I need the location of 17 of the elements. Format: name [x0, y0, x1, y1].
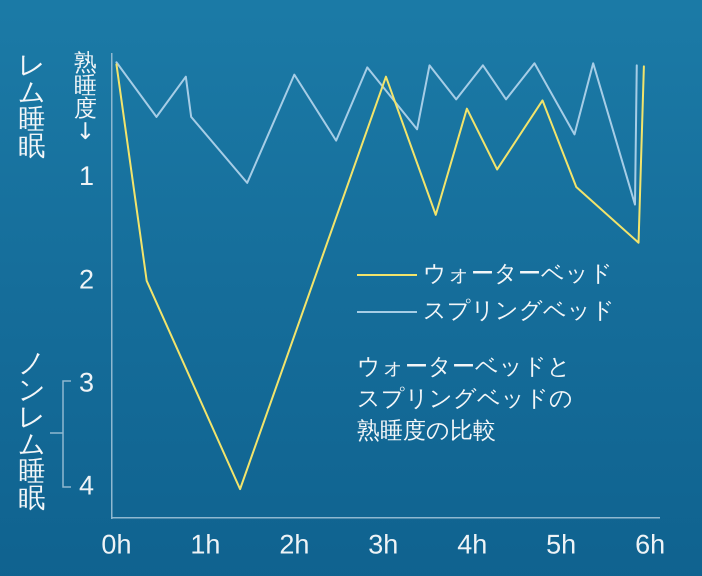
x-tick-label: 6h	[635, 530, 666, 560]
text: レム睡眠	[16, 50, 47, 162]
y-axis-title: 熟睡度↓	[72, 50, 98, 145]
y-tick-label: 3	[78, 367, 94, 398]
y-tick-label: 4	[78, 470, 94, 501]
text: ウォーターベッドとスプリングベッドの熟睡度の比較	[357, 353, 574, 446]
y-tick-label: 1	[78, 161, 94, 192]
x-tick-label: 0h	[101, 530, 132, 560]
legend-label: スプリングベッド	[423, 298, 615, 324]
x-tick-label: 1h	[190, 530, 220, 560]
x-tick-label: 4h	[457, 530, 488, 560]
x-tick-label: 2h	[279, 530, 310, 560]
y-tick-label: 2	[78, 264, 94, 294]
legend-label: ウォーターベッド	[423, 261, 613, 287]
text: ノンレム睡眠	[16, 348, 47, 514]
x-tick-label: 5h	[546, 530, 576, 560]
x-tick-label: 3h	[368, 530, 398, 560]
